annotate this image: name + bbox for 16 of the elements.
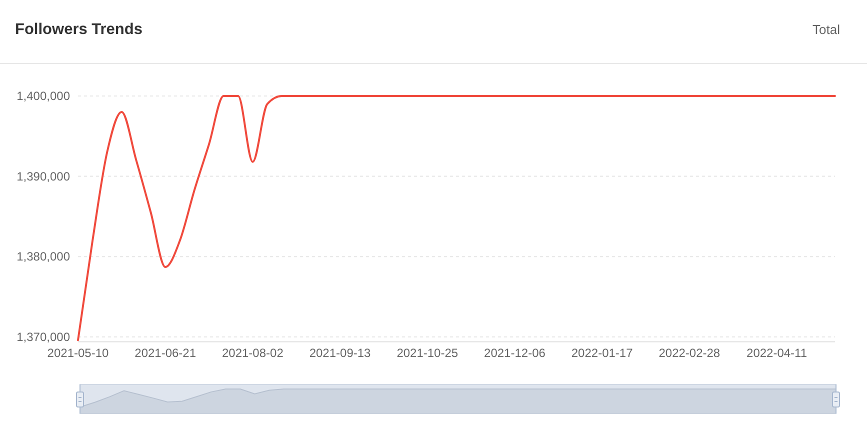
text: Total — [812, 22, 840, 37]
y-tick-label: 1,400,000 — [16, 89, 70, 103]
chart-title: Followers Trends — [15, 21, 142, 38]
y-tick-label: 1,380,000 — [16, 250, 70, 264]
y-tick-label: 1,370,000 — [16, 330, 70, 344]
x-tick-label: 2021-12-06 — [484, 346, 546, 360]
x-tick-label: 2021-08-02 — [222, 346, 284, 360]
x-tick-label: 2021-06-21 — [134, 346, 196, 360]
y-tick-label: 1,390,000 — [16, 169, 70, 184]
x-tick-label: 2022-04-11 — [746, 346, 808, 360]
x-tick-label: 2022-01-17 — [571, 346, 634, 360]
x-tick-label: 2021-05-10 — [47, 346, 110, 360]
x-tick-label: 2021-10-25 — [396, 346, 458, 360]
x-tick-label: 2022-02-28 — [658, 346, 720, 360]
line-series — [77, 95, 836, 342]
x-tick-label: 2021-09-13 — [309, 346, 372, 360]
